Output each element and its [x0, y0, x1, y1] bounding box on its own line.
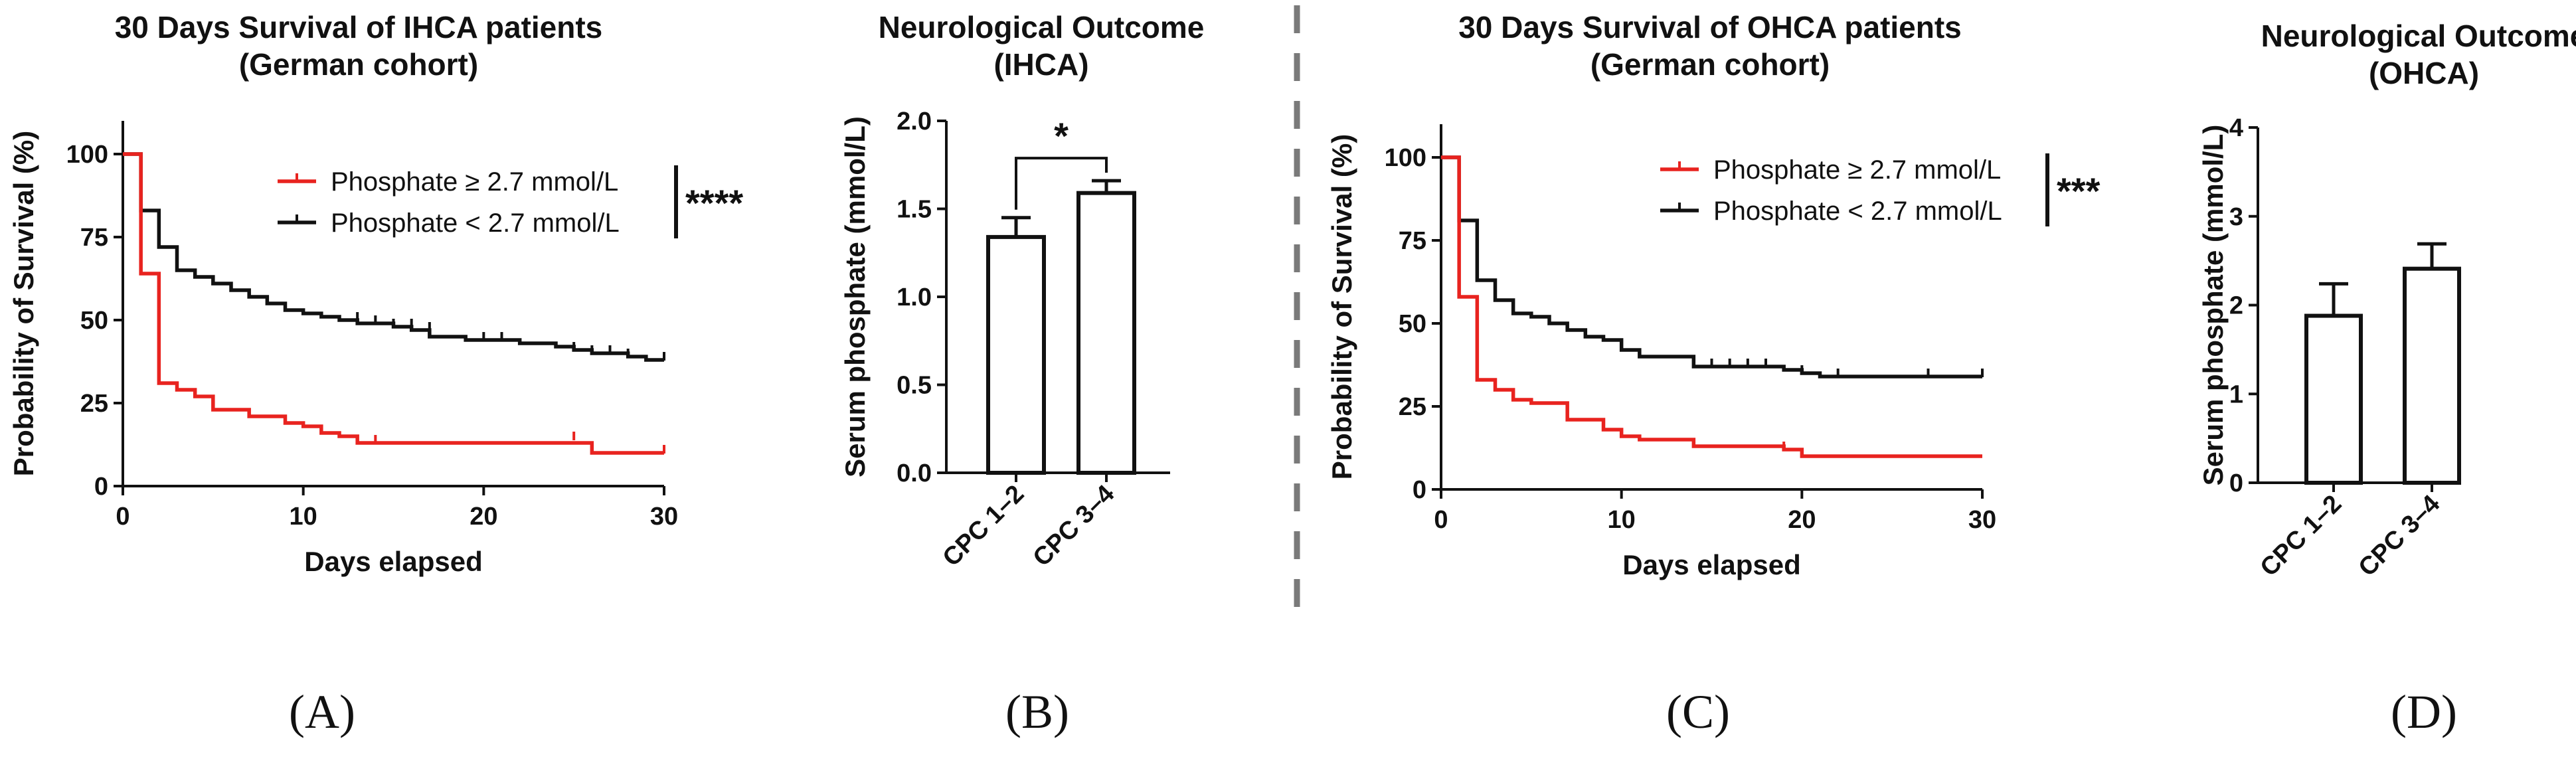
y-axis-label: Probability of Survival (%) — [1326, 134, 1357, 479]
y-tick-label: 0 — [94, 473, 108, 501]
significance-stars: *** — [2057, 170, 2101, 212]
bar — [986, 234, 1046, 475]
chart-title-line: Neurological Outcome — [879, 10, 1205, 44]
panel-label: (C) — [1666, 685, 1730, 738]
y-tick-label: 4 — [2229, 114, 2243, 142]
panel-label: (D) — [2391, 685, 2457, 738]
y-tick-label: 25 — [1399, 393, 1426, 421]
km-series-line — [123, 152, 664, 455]
y-tick-label: 2.0 — [897, 108, 932, 135]
x-tick-label: 20 — [1788, 506, 1816, 534]
significance-stars: * — [1054, 115, 1069, 157]
legend-label: Phosphate < 2.7 mmol/L — [331, 209, 620, 238]
x-tick-label: 30 — [1968, 506, 1996, 534]
bar — [2304, 313, 2363, 485]
chart-title-line: (German cohort) — [239, 47, 478, 82]
x-tick-label: CPC 1–2 — [2255, 490, 2348, 582]
y-tick-label: 100 — [1385, 144, 1426, 172]
y-tick-label: 3 — [2229, 203, 2243, 231]
chart-title-line: (German cohort) — [1590, 47, 1830, 82]
y-tick-label: 1 — [2229, 380, 2243, 408]
y-tick-label: 100 — [66, 141, 108, 169]
x-tick-label: 30 — [650, 503, 678, 531]
y-tick-label: 25 — [80, 390, 108, 418]
chart-title-line: (IHCA) — [993, 47, 1088, 82]
chart-title-line: (OHCA) — [2369, 56, 2479, 90]
bar — [1076, 191, 1136, 475]
y-tick-label: 1.0 — [897, 284, 932, 311]
x-axis-label: Days elapsed — [304, 546, 483, 577]
x-tick-label: 0 — [1434, 506, 1448, 534]
x-tick-label: 0 — [116, 503, 129, 531]
legend-label: Phosphate ≥ 2.7 mmol/L — [331, 167, 618, 197]
panel-label: (A) — [289, 685, 355, 738]
y-tick-label: 1.5 — [897, 196, 932, 224]
y-tick-label: 0.0 — [897, 460, 932, 487]
bar — [2403, 266, 2461, 485]
x-tick-label: CPC 1–2 — [938, 480, 1030, 572]
panel-a: 30 Days Survival of IHCA patients(German… — [8, 10, 743, 738]
y-tick-label: 75 — [1399, 227, 1426, 255]
x-tick-label: 20 — [470, 503, 497, 531]
legend-label: Phosphate ≥ 2.7 mmol/L — [1713, 155, 2001, 185]
panel-label: (B) — [1005, 685, 1069, 738]
y-tick-label: 0 — [2229, 469, 2243, 497]
legend-label: Phosphate < 2.7 mmol/L — [1713, 197, 2002, 226]
x-axis-label: Days elapsed — [1622, 549, 1801, 580]
y-axis-label: Serum phosphate (mmol/L) — [839, 116, 871, 477]
y-tick-label: 50 — [1399, 310, 1426, 338]
y-tick-label: 0.5 — [897, 372, 932, 400]
x-tick-label: 10 — [290, 503, 317, 531]
km-series-line — [1441, 155, 1982, 379]
chart-title-line: 30 Days Survival of IHCA patients — [115, 10, 603, 44]
panel-b: Neurological Outcome(IHCA) 0.0 0.5 1.0 1.5 2.… — [839, 10, 1204, 738]
y-tick-label: 2 — [2229, 292, 2243, 320]
panel-c: 30 Days Survival of OHCA patients(German… — [1326, 10, 2101, 738]
y-tick-label: 0 — [1413, 476, 1426, 504]
km-series-line — [1441, 155, 1982, 458]
significance-stars: **** — [685, 182, 743, 224]
chart-title-line: 30 Days Survival of OHCA patients — [1458, 10, 1962, 44]
y-tick-label: 75 — [80, 224, 108, 252]
y-axis-label: Serum phosphate (mmol/L) — [2197, 125, 2229, 486]
significance-bracket — [1015, 157, 1108, 210]
y-tick-label: 50 — [80, 307, 108, 335]
chart-title-line: Neurological Outcome — [2261, 19, 2576, 53]
x-tick-label: CPC 3–4 — [1028, 480, 1120, 572]
y-axis-label: Probability of Survival (%) — [8, 131, 39, 476]
x-tick-label: CPC 3–4 — [2354, 490, 2446, 582]
x-tick-label: 10 — [1608, 506, 1636, 534]
